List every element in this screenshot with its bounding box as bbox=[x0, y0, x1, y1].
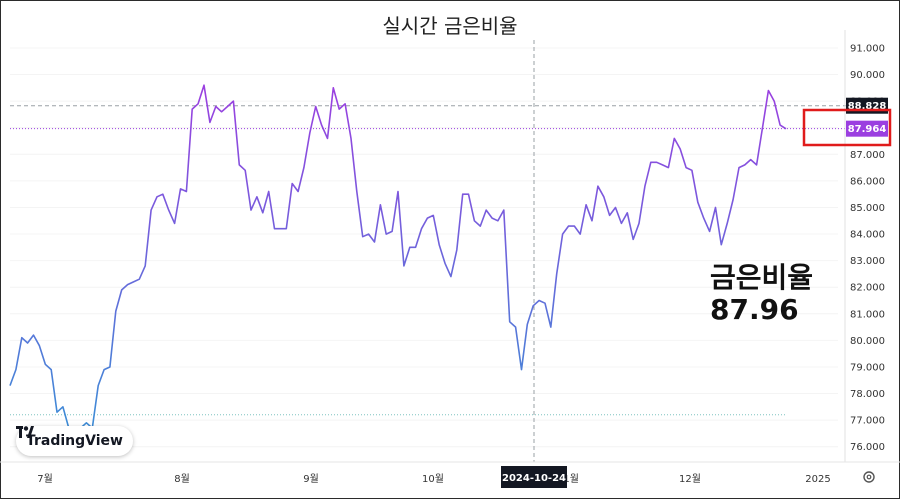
x-tick-label: 2025 bbox=[805, 474, 830, 485]
tradingview-logo[interactable]: TradingView bbox=[16, 426, 133, 456]
highlight-box bbox=[802, 108, 892, 147]
y-tick-label: 84.000 bbox=[850, 230, 885, 241]
y-tick-label: 86.000 bbox=[850, 176, 885, 187]
ratio-overlay-label: 금은비율 bbox=[710, 261, 814, 294]
last-price-tag bbox=[846, 120, 888, 137]
y-tick-label: 79.000 bbox=[850, 362, 885, 373]
y-tick-label: 76.000 bbox=[850, 442, 885, 453]
tradingview-logo-text: TradingView bbox=[26, 433, 123, 449]
x-tick-label: 12월 bbox=[679, 473, 701, 485]
y-tick-label: 91.000 bbox=[850, 43, 885, 54]
crosshair-date-label: 2024-10-24 bbox=[502, 473, 566, 484]
y-tick-label: 78.000 bbox=[850, 389, 885, 400]
page-title: 실시간 금은비율 bbox=[382, 14, 518, 38]
series-line bbox=[9, 84, 787, 440]
y-tick-label: 90.000 bbox=[850, 70, 885, 81]
y-tick-label: 83.000 bbox=[850, 256, 885, 267]
x-tick-label: 9월 bbox=[303, 473, 319, 485]
ratio-overlay-value: 87.96 bbox=[710, 293, 799, 326]
settings-gear-icon[interactable] bbox=[862, 470, 876, 484]
y-tick-label: 81.000 bbox=[850, 309, 885, 320]
high-line-price-label: 88.828 bbox=[848, 101, 887, 112]
x-tick-label: 10월 bbox=[422, 473, 444, 485]
x-tick-label: 8월 bbox=[174, 473, 190, 485]
crosshair-date-tag bbox=[501, 466, 567, 488]
x-tick-label: 7월 bbox=[37, 473, 53, 485]
y-tick-label: 80.000 bbox=[850, 336, 885, 347]
last-price-label: 87.964 bbox=[848, 124, 887, 135]
y-tick-label: 85.000 bbox=[850, 203, 885, 214]
y-tick-label: 77.000 bbox=[850, 416, 885, 427]
tradingview-logo-icon bbox=[16, 426, 34, 438]
y-tick-label: 87.000 bbox=[850, 150, 885, 161]
y-tick-label: 82.000 bbox=[850, 283, 885, 294]
ratio-overlay: 금은비율 87.96 bbox=[710, 262, 813, 326]
